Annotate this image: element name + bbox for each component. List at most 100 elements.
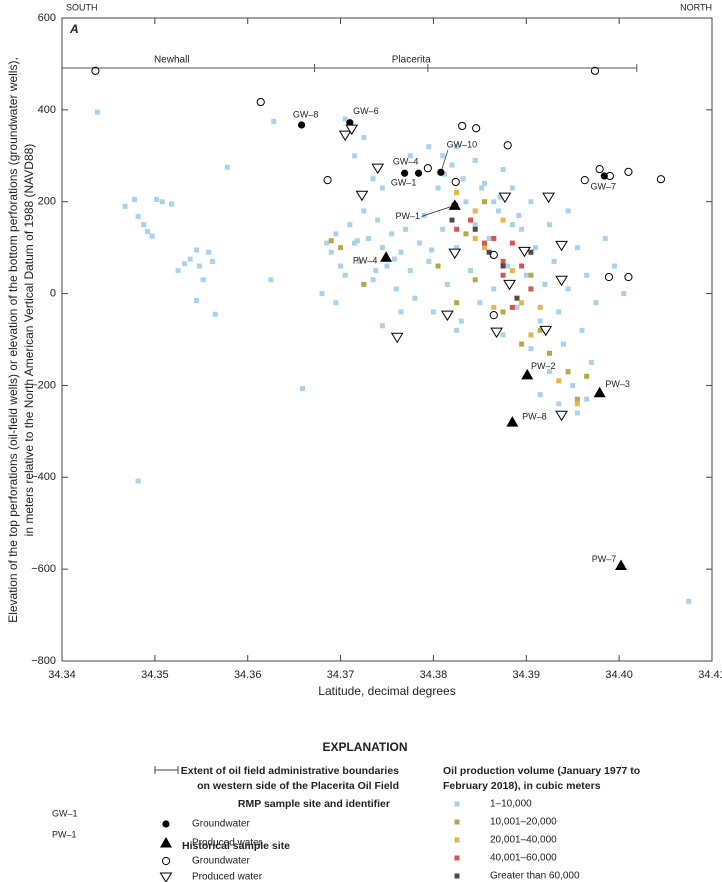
x-tick-label: 34.40 xyxy=(605,669,633,681)
y-tick-label: −600 xyxy=(31,563,56,575)
legend-boundary-text: Extent of oil field administrative bound… xyxy=(181,765,399,777)
point xyxy=(379,323,385,329)
point xyxy=(486,249,492,255)
point xyxy=(354,238,360,244)
point xyxy=(514,304,520,310)
point xyxy=(454,327,460,333)
point xyxy=(196,263,202,269)
point-label: GW–6 xyxy=(353,106,379,116)
point xyxy=(506,416,519,427)
point xyxy=(135,213,141,219)
point xyxy=(440,310,454,322)
point xyxy=(533,245,539,251)
point xyxy=(444,281,450,287)
point xyxy=(500,263,506,269)
point xyxy=(472,226,478,232)
point xyxy=(584,373,590,379)
y-tick-label: −200 xyxy=(31,379,56,391)
point xyxy=(440,153,446,159)
point xyxy=(442,171,448,177)
point xyxy=(556,309,562,315)
point xyxy=(268,277,274,283)
point xyxy=(361,208,367,214)
point xyxy=(346,119,354,127)
point xyxy=(482,180,487,186)
point xyxy=(159,199,165,205)
point xyxy=(580,176,589,185)
point xyxy=(472,157,478,163)
point xyxy=(574,245,580,251)
point xyxy=(472,235,478,241)
point xyxy=(365,235,371,241)
point xyxy=(417,240,422,246)
point xyxy=(565,208,571,214)
y-tick-label: 200 xyxy=(38,196,56,208)
legend-marker xyxy=(161,856,171,866)
point xyxy=(297,121,306,129)
point xyxy=(361,281,367,287)
point-label: GW–7 xyxy=(591,181,617,191)
point xyxy=(500,309,506,315)
point xyxy=(451,177,460,187)
point xyxy=(141,222,147,228)
point xyxy=(333,231,339,237)
point xyxy=(454,226,460,232)
point xyxy=(602,235,608,241)
point xyxy=(539,325,553,337)
legend-production-title: Oil production volume (January 1977 to xyxy=(443,765,640,777)
point xyxy=(482,240,487,246)
x-tick-label: 34.41 xyxy=(698,669,722,681)
point xyxy=(347,222,353,228)
point xyxy=(135,478,141,484)
point xyxy=(547,369,552,375)
point xyxy=(300,386,305,392)
point xyxy=(412,295,418,301)
point xyxy=(352,153,357,159)
point xyxy=(500,167,506,173)
point xyxy=(574,401,580,407)
point xyxy=(500,332,506,338)
point xyxy=(407,153,413,159)
point xyxy=(497,194,503,200)
point xyxy=(555,410,568,422)
point xyxy=(454,144,460,150)
point xyxy=(333,300,339,306)
legend-pw-id: PW–1 xyxy=(52,829,77,839)
point xyxy=(565,286,571,292)
point xyxy=(131,196,137,202)
point xyxy=(486,235,492,241)
point xyxy=(528,346,534,352)
point xyxy=(584,396,590,402)
point xyxy=(489,311,498,320)
point xyxy=(503,279,516,291)
point xyxy=(615,559,627,570)
point xyxy=(271,118,277,124)
point-label: GW–1 xyxy=(391,178,417,188)
legend-title: EXPLANATION xyxy=(322,740,407,754)
point xyxy=(426,144,432,150)
point xyxy=(593,386,606,398)
x-tick-label: 34.36 xyxy=(234,669,262,681)
legend-label: 40,001–60,000 xyxy=(490,853,557,864)
point xyxy=(555,240,568,252)
point xyxy=(505,263,511,269)
point xyxy=(384,263,390,269)
leader-line xyxy=(421,205,455,217)
point xyxy=(500,258,506,264)
point xyxy=(556,378,562,384)
y-tick-label: −800 xyxy=(31,655,56,667)
point xyxy=(256,97,265,107)
north-label: NORTH xyxy=(680,2,712,12)
x-tick-label: 34.38 xyxy=(420,669,448,681)
point xyxy=(401,169,409,177)
point xyxy=(342,272,348,278)
point xyxy=(175,268,181,274)
x-axis-title: Latitude, decimal degrees xyxy=(318,684,455,698)
point xyxy=(500,217,506,223)
x-tick-label: 34.39 xyxy=(513,669,541,681)
point xyxy=(154,196,160,202)
point xyxy=(342,116,348,122)
plot-frame xyxy=(61,17,713,662)
point xyxy=(390,332,404,344)
point xyxy=(375,217,381,223)
